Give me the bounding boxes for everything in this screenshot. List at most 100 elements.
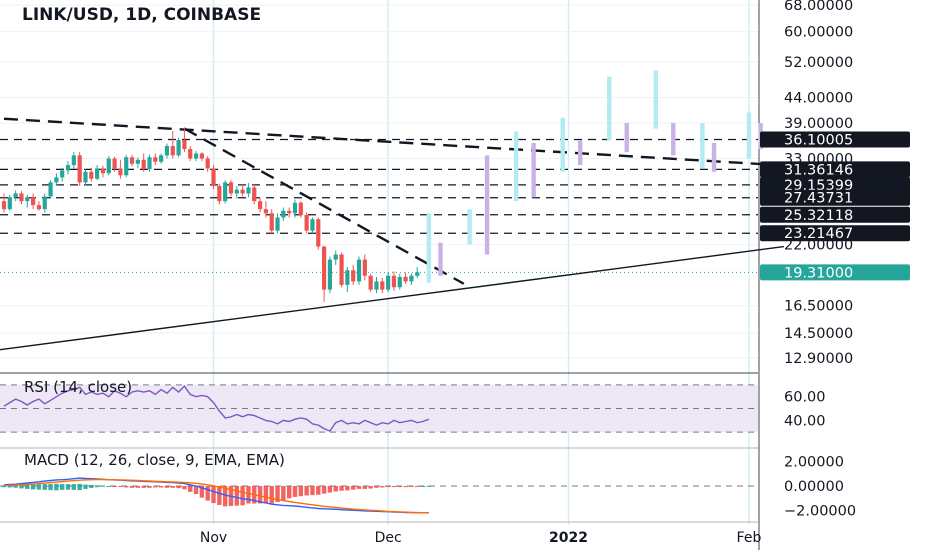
macd-histogram-bar — [100, 485, 106, 487]
projection-bar — [531, 143, 536, 198]
trendline — [183, 127, 465, 285]
candle — [316, 219, 321, 247]
projection-bar — [426, 213, 432, 283]
candle — [292, 202, 298, 214]
candle — [368, 275, 373, 290]
time-axis: Nov Dec 2022 Feb — [200, 530, 762, 546]
macd-histogram-bar — [188, 486, 193, 492]
macd-histogram-bar — [147, 486, 152, 488]
projection-bar — [513, 131, 519, 202]
candle — [234, 189, 239, 194]
rsi-title: RSI (14, close) — [24, 378, 132, 396]
candle — [106, 158, 111, 174]
macd-tick-label: 2.00000 — [784, 455, 844, 471]
candle — [25, 197, 30, 202]
price-tick-label: 12.90000 — [784, 351, 853, 367]
candle — [83, 171, 88, 183]
projection-bar — [653, 70, 659, 129]
macd-histogram-bar — [321, 486, 327, 494]
macd-histogram-bar — [409, 486, 414, 487]
macd-histogram-bar — [65, 484, 71, 490]
last-price-label: 19.31000 — [784, 265, 853, 281]
price-level-badge — [760, 161, 910, 178]
macd-tick-label: 0.00000 — [784, 479, 844, 495]
candle — [89, 171, 94, 179]
price-level-badge — [760, 225, 910, 242]
candle — [240, 189, 245, 194]
time-tick-label: Dec — [375, 530, 402, 546]
candle — [176, 140, 181, 156]
macd-histogram-bar — [1, 485, 7, 488]
macd-histogram-bar — [217, 486, 222, 505]
price-level-label: 27.43731 — [784, 191, 853, 207]
macd-histogram-bar — [240, 486, 245, 506]
candle — [217, 185, 222, 202]
rsi-pane: 60.00 40.00 — [0, 384, 826, 433]
price-level-badge — [760, 206, 910, 223]
macd-histogram-bar — [356, 486, 362, 489]
macd-histogram-bar — [176, 486, 181, 489]
projection-bar — [467, 209, 472, 245]
macd-histogram-bar — [234, 486, 239, 506]
macd-histogram-bar — [135, 486, 141, 488]
macd-histogram-bar — [362, 486, 368, 489]
macd-histogram-bar — [54, 483, 59, 491]
candle — [345, 270, 350, 285]
price-level-badge — [760, 131, 910, 148]
candle — [77, 155, 82, 183]
projection-bar — [577, 140, 583, 166]
candle — [386, 275, 391, 290]
macd-histogram-bar — [77, 483, 82, 491]
candle — [60, 170, 65, 178]
candle — [129, 157, 135, 164]
macd-histogram-bar — [19, 484, 24, 489]
projection-bar — [484, 155, 490, 255]
candle — [193, 153, 199, 159]
candle — [31, 197, 36, 206]
projection-bar — [746, 112, 752, 159]
macd-histogram-bar — [374, 486, 379, 488]
macd-histogram-bar — [7, 485, 13, 488]
macd-histogram-bar — [112, 486, 117, 487]
macd-histogram-bar — [426, 485, 432, 487]
price-tick-label: 39.00000 — [784, 116, 853, 132]
macd-histogram-bar — [153, 486, 158, 488]
candle — [322, 246, 327, 290]
candle — [275, 217, 280, 231]
macd-histogram-bar — [170, 486, 175, 488]
time-tick-label: 2022 — [549, 530, 588, 546]
candle — [1, 201, 7, 210]
projection-bar — [700, 123, 705, 169]
candle — [333, 254, 338, 260]
price-tick-label: 68.00000 — [784, 0, 853, 14]
candle — [205, 158, 210, 169]
price-level-label: 36.10005 — [784, 132, 853, 148]
macd-histogram-bar — [310, 486, 315, 496]
candle — [141, 159, 146, 170]
candle — [281, 210, 286, 218]
macd-histogram-bar — [327, 486, 333, 493]
projection-bar — [560, 117, 565, 172]
candle — [374, 281, 379, 290]
candle — [135, 159, 140, 164]
rsi-tick-label: 60.00 — [784, 390, 826, 406]
candle — [48, 182, 53, 197]
trendline — [0, 245, 784, 351]
macd-histogram-bar — [193, 486, 199, 495]
candle — [95, 168, 100, 179]
price-level-label: 25.32118 — [784, 208, 853, 224]
macd-pane: 2.00000 0.00000 −2.00000 — [0, 455, 856, 519]
candle — [124, 157, 129, 176]
candle — [159, 155, 164, 162]
candle — [304, 214, 309, 231]
macd-histogram-bar — [246, 486, 251, 504]
chart-title: LINK/USD, 1D, COINBASE — [22, 5, 261, 25]
candle — [362, 259, 367, 276]
projection-bar — [624, 123, 629, 153]
candle — [71, 155, 76, 166]
macd-histogram-bar — [403, 486, 408, 488]
grid-layer — [0, 0, 760, 550]
macd-histogram-bar — [415, 486, 420, 487]
